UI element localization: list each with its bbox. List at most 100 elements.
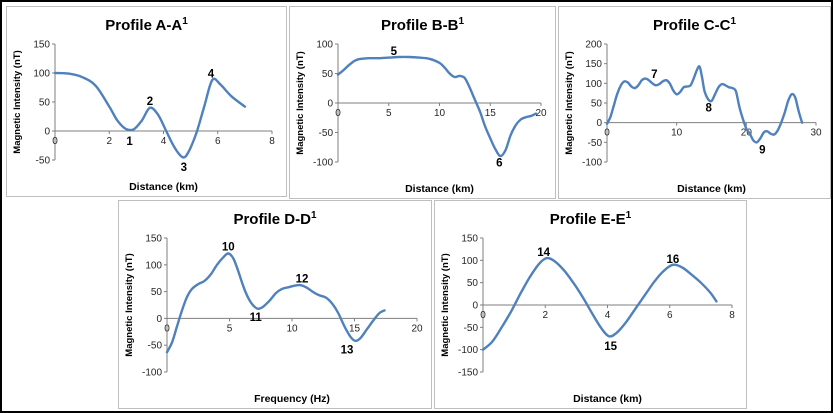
svg-text:100: 100 xyxy=(461,256,478,267)
chart-panel-profile-b: Profile B-B1 100 50 0 -50 -100 0 5 10 15 20 5 6 Dist… xyxy=(289,6,556,199)
svg-text:Distance (km): Distance (km) xyxy=(405,183,474,195)
svg-text:4: 4 xyxy=(161,136,167,147)
svg-text:150: 150 xyxy=(33,40,50,51)
svg-text:0: 0 xyxy=(52,136,58,147)
svg-text:2: 2 xyxy=(147,96,153,108)
svg-text:Magnetic Intensity (nT): Magnetic Intensity (nT) xyxy=(564,51,575,154)
svg-text:15: 15 xyxy=(604,341,617,353)
svg-text:6: 6 xyxy=(667,310,673,321)
svg-text:4: 4 xyxy=(605,310,611,321)
svg-text:0: 0 xyxy=(44,127,50,138)
svg-text:2: 2 xyxy=(106,136,112,147)
svg-text:14: 14 xyxy=(537,247,550,259)
svg-text:20: 20 xyxy=(741,128,753,139)
svg-text:50: 50 xyxy=(467,278,479,289)
svg-text:Magnetic Intensity (nT): Magnetic Intensity (nT) xyxy=(440,253,451,356)
svg-text:-50: -50 xyxy=(36,156,51,167)
svg-text:Magnetic Intensity (nT): Magnetic Intensity (nT) xyxy=(295,51,306,154)
svg-text:100: 100 xyxy=(585,79,602,90)
chart-title: Profile B-B1 xyxy=(290,7,555,36)
chart-title-superscript: 1 xyxy=(458,16,465,27)
svg-text:9: 9 xyxy=(759,144,765,156)
svg-text:-100: -100 xyxy=(142,368,162,379)
svg-text:-100: -100 xyxy=(313,158,333,169)
svg-text:8: 8 xyxy=(729,310,735,321)
svg-text:Frequency (Hz): Frequency (Hz) xyxy=(254,393,330,405)
chart-title-text: Profile D-D xyxy=(233,211,311,228)
chart-panel-profile-c: Profile C-C1 200 150 100 50 0 -50 -100 0 10 20 30 7… xyxy=(558,6,831,199)
svg-text:150: 150 xyxy=(461,234,478,245)
svg-text:6: 6 xyxy=(215,136,221,147)
chart-panel-profile-a: Profile A-A1 150 100 50 0 -50 0 2 4 6 8 1 2 3 4 Distan… xyxy=(6,6,287,197)
svg-text:0: 0 xyxy=(156,314,162,325)
chart-title-text: Profile B-B xyxy=(380,17,459,34)
svg-text:-100: -100 xyxy=(458,345,478,356)
svg-text:Distance (km): Distance (km) xyxy=(573,393,642,405)
svg-text:0: 0 xyxy=(327,99,333,110)
svg-text:-50: -50 xyxy=(464,323,479,334)
svg-text:-100: -100 xyxy=(582,158,602,169)
svg-text:10: 10 xyxy=(434,108,446,119)
svg-text:16: 16 xyxy=(666,254,679,266)
svg-text:10: 10 xyxy=(671,128,683,139)
svg-text:1: 1 xyxy=(126,136,133,148)
chart-panel-profile-d: Profile D-D1 150 100 50 0 -50 -100 0 5 10 15 20 10 1… xyxy=(118,200,432,409)
svg-text:100: 100 xyxy=(145,260,162,271)
svg-text:-50: -50 xyxy=(148,341,163,352)
svg-text:-50: -50 xyxy=(588,138,603,149)
svg-text:6: 6 xyxy=(496,158,502,170)
svg-text:15: 15 xyxy=(349,323,361,334)
chart-title: Profile E-E1 xyxy=(435,201,746,230)
svg-text:12: 12 xyxy=(296,274,309,286)
svg-text:5: 5 xyxy=(391,46,398,58)
svg-text:150: 150 xyxy=(145,234,162,245)
svg-text:-150: -150 xyxy=(458,368,478,379)
chart-title-text: Profile C-C xyxy=(652,17,731,34)
svg-text:0: 0 xyxy=(164,323,170,334)
chart-panel-profile-e: Profile E-E1 150 100 50 0 -50 -100 -150 0 2 4 6 8 14… xyxy=(434,200,747,409)
svg-text:13: 13 xyxy=(341,344,354,356)
svg-text:Distance (km): Distance (km) xyxy=(129,181,198,193)
svg-text:100: 100 xyxy=(316,40,333,51)
svg-text:50: 50 xyxy=(39,98,51,109)
svg-text:0: 0 xyxy=(596,118,602,129)
chart-title-text: Profile A-A xyxy=(105,17,183,34)
chart-title: Profile C-C1 xyxy=(559,7,830,36)
svg-text:20: 20 xyxy=(535,108,547,119)
svg-text:0: 0 xyxy=(604,128,610,139)
svg-text:20: 20 xyxy=(411,323,423,334)
svg-text:8: 8 xyxy=(269,136,275,147)
svg-text:10: 10 xyxy=(222,242,235,254)
svg-text:30: 30 xyxy=(810,128,822,139)
svg-text:5: 5 xyxy=(386,108,392,119)
svg-text:Magnetic Intensity (nT): Magnetic Intensity (nT) xyxy=(124,253,135,356)
svg-text:2: 2 xyxy=(542,310,548,321)
svg-text:5: 5 xyxy=(227,323,233,334)
chart-title: Profile D-D1 xyxy=(119,201,431,230)
svg-text:Distance (km): Distance (km) xyxy=(677,183,746,195)
svg-text:50: 50 xyxy=(151,287,163,298)
svg-text:0: 0 xyxy=(335,108,341,119)
chart-title: Profile A-A1 xyxy=(7,7,286,36)
svg-text:50: 50 xyxy=(591,99,603,110)
svg-text:-50: -50 xyxy=(319,128,334,139)
svg-text:50: 50 xyxy=(322,69,334,80)
svg-text:0: 0 xyxy=(472,301,478,312)
svg-text:4: 4 xyxy=(208,69,215,81)
svg-text:0: 0 xyxy=(480,310,486,321)
chart-title-superscript: 1 xyxy=(182,16,188,27)
svg-text:150: 150 xyxy=(585,59,602,70)
svg-text:7: 7 xyxy=(651,69,657,81)
chart-title-superscript: 1 xyxy=(730,16,737,27)
svg-text:3: 3 xyxy=(181,162,187,174)
chart-title-text: Profile E-E xyxy=(549,211,626,228)
svg-text:8: 8 xyxy=(706,103,713,115)
svg-text:100: 100 xyxy=(33,69,50,80)
svg-text:11: 11 xyxy=(250,312,263,324)
svg-text:Magnetic Intensity (nT): Magnetic Intensity (nT) xyxy=(12,50,23,153)
